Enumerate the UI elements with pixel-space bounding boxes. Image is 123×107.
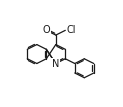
Text: Cl: Cl [66, 25, 76, 35]
Text: N: N [52, 59, 60, 68]
Text: O: O [43, 25, 50, 35]
